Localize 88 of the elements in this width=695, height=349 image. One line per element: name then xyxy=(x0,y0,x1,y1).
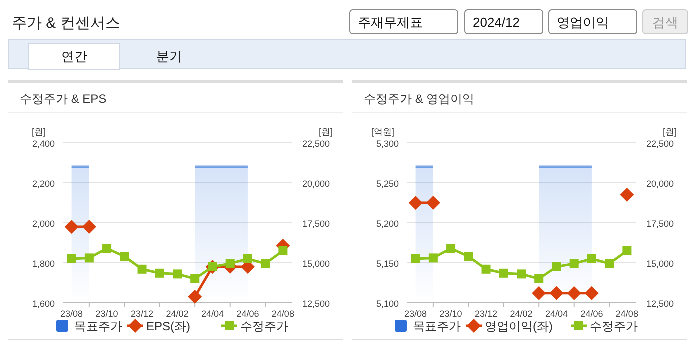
point xyxy=(190,274,200,284)
y2-axis-title: [원] xyxy=(318,127,334,137)
y2-axis-title: [원] xyxy=(662,127,678,137)
x-tick-label: 23/10 xyxy=(440,309,462,319)
x-tick-label: 24/04 xyxy=(201,309,224,319)
point xyxy=(67,254,76,264)
point xyxy=(534,274,544,284)
legend-label: 수정주가 xyxy=(240,320,288,334)
y2-tick-label: 22,500 xyxy=(302,139,330,149)
text: 연간 xyxy=(62,49,88,64)
y2-tick-label: 17,500 xyxy=(302,219,330,229)
text: 2024/12 xyxy=(473,15,520,30)
x-tick-label: 24/02 xyxy=(166,309,189,319)
y2-tick-label: 20,000 xyxy=(302,179,330,189)
point xyxy=(155,268,164,278)
y2-tick-label: 15,000 xyxy=(302,259,330,269)
point xyxy=(532,286,546,300)
y-tick-label: 2,200 xyxy=(32,179,55,189)
point xyxy=(620,188,634,202)
point xyxy=(428,254,438,263)
point xyxy=(587,254,596,264)
point xyxy=(605,259,614,268)
x-tick-label: 24/04 xyxy=(545,309,568,319)
point xyxy=(499,268,508,278)
chart-title: 수정주가 & 영업이익 xyxy=(364,92,475,106)
x-tick-label: 24/06 xyxy=(580,309,604,319)
point xyxy=(82,220,96,234)
y-tick-label: 5,200 xyxy=(376,219,399,229)
y-tick-label: 5,250 xyxy=(376,179,399,189)
point xyxy=(261,259,270,268)
point xyxy=(226,259,235,268)
x-tick-label: 24/08 xyxy=(616,309,638,319)
y-tick-label: 5,300 xyxy=(376,139,399,149)
y-tick-label: 2,000 xyxy=(32,219,55,229)
text: 영업이익 xyxy=(557,15,609,30)
point xyxy=(64,220,79,234)
y2-tick-label: 12,500 xyxy=(302,299,330,309)
y2-tick-label: 17,500 xyxy=(646,219,674,229)
text: 주재무제표 xyxy=(358,15,423,30)
y-axis-title: [원] xyxy=(32,127,46,137)
point xyxy=(188,290,202,304)
chart-title: 수정주가 & EPS xyxy=(20,92,107,106)
legend-label: EPS(좌) xyxy=(146,320,191,334)
x-tick-label: 24/02 xyxy=(510,309,533,319)
text: 분기 xyxy=(156,49,182,64)
point xyxy=(120,252,130,262)
x-tick-label: 23/12 xyxy=(131,309,154,319)
y-tick-label: 1,600 xyxy=(32,299,55,309)
x-tick-label: 24/06 xyxy=(236,309,260,319)
text: 주가 & 컨센서스 xyxy=(12,15,120,32)
y-tick-label: 5,100 xyxy=(376,299,399,309)
y-tick-label: 1,800 xyxy=(32,259,55,269)
point xyxy=(408,196,423,210)
point xyxy=(446,244,456,254)
point xyxy=(84,254,94,263)
point xyxy=(243,254,252,264)
point xyxy=(622,246,632,256)
point xyxy=(570,259,579,268)
y2-tick-label: 15,000 xyxy=(646,259,674,269)
point xyxy=(278,246,288,256)
y-tick-label: 5,150 xyxy=(376,259,399,269)
point xyxy=(102,244,112,254)
point xyxy=(173,270,182,279)
x-tick-label: 23/10 xyxy=(96,309,118,319)
y2-tick-label: 12,500 xyxy=(646,299,674,309)
legend-label: 수정주가 xyxy=(590,320,638,334)
point xyxy=(411,254,420,264)
y2-tick-label: 22,500 xyxy=(646,139,674,149)
point xyxy=(517,270,526,279)
y-tick-label: 2,400 xyxy=(32,139,55,149)
point xyxy=(567,286,582,300)
point xyxy=(550,286,564,300)
point xyxy=(426,196,440,210)
point xyxy=(584,286,599,300)
point xyxy=(552,262,562,272)
point xyxy=(482,264,491,274)
x-tick-label: 23/08 xyxy=(404,309,428,319)
legend-label: 목표주가 xyxy=(74,320,122,334)
y-axis-title: [억원] xyxy=(371,127,395,137)
point xyxy=(138,264,147,274)
x-tick-label: 24/08 xyxy=(272,309,294,319)
point xyxy=(464,252,474,262)
x-tick-label: 23/08 xyxy=(60,309,84,319)
legend-label: 목표주가 xyxy=(413,320,461,334)
text: 검색 xyxy=(652,15,678,30)
x-tick-label: 23/12 xyxy=(475,309,498,319)
y2-tick-label: 20,000 xyxy=(646,179,674,189)
legend-label: 영업이익(좌) xyxy=(485,320,553,334)
